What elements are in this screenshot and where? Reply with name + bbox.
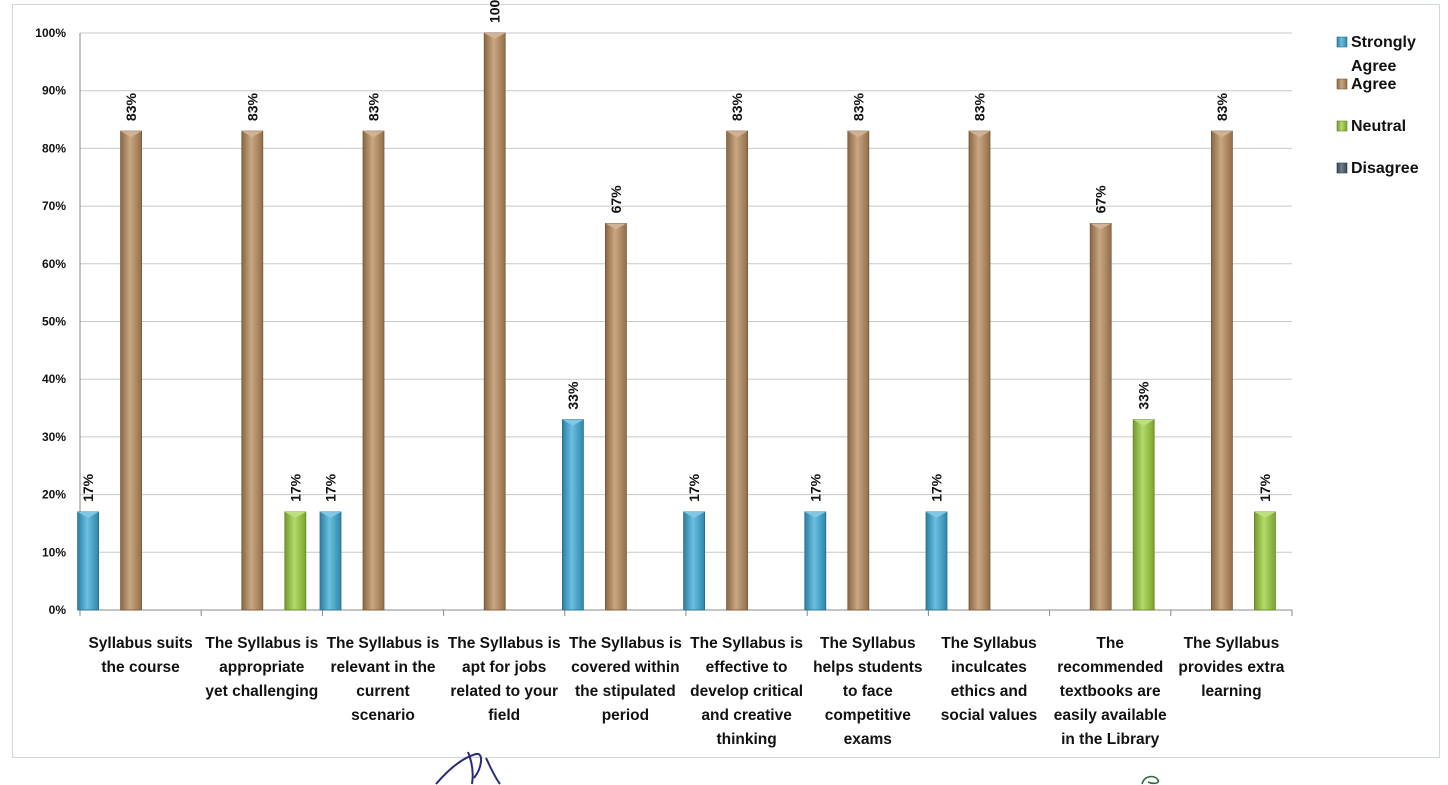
data-label: 33% bbox=[1136, 381, 1152, 410]
y-tick-label: 50% bbox=[42, 315, 66, 329]
y-tick-label: 40% bbox=[42, 372, 66, 386]
bar-cap bbox=[484, 33, 506, 39]
bar bbox=[77, 511, 99, 611]
bar-cap bbox=[120, 131, 142, 138]
bar bbox=[362, 130, 385, 611]
bar bbox=[1132, 419, 1155, 611]
data-label: 83% bbox=[1214, 93, 1230, 122]
data-label: 17% bbox=[686, 473, 702, 502]
y-tick-label: 60% bbox=[42, 257, 66, 271]
data-label: 17% bbox=[287, 473, 303, 502]
y-tick-label: 10% bbox=[42, 545, 66, 559]
bar bbox=[726, 130, 748, 611]
data-label: 17% bbox=[323, 473, 339, 502]
y-tick-label: 80% bbox=[42, 141, 66, 155]
bar-cap bbox=[847, 131, 869, 138]
category-label: The Syllabus is relevant in the current sce… bbox=[327, 635, 440, 724]
data-label: 17% bbox=[1257, 473, 1273, 502]
bar-cap bbox=[241, 131, 263, 138]
y-tick-label: 70% bbox=[42, 199, 66, 213]
data-label: 67% bbox=[608, 185, 624, 214]
y-tick-label: 0% bbox=[49, 603, 67, 617]
bar bbox=[1211, 130, 1233, 611]
bar bbox=[241, 130, 264, 611]
data-label: 83% bbox=[366, 93, 382, 122]
bar bbox=[1089, 223, 1112, 611]
signature-mark bbox=[1141, 775, 1160, 785]
bar-cap bbox=[683, 511, 705, 518]
bar-cap bbox=[77, 511, 99, 518]
category-label: The Syllabus is appropriate yet challengin… bbox=[205, 635, 318, 700]
data-label: 17% bbox=[807, 473, 823, 502]
legend-label: Strongly Agree bbox=[1351, 34, 1416, 75]
legend-label: Agree bbox=[1351, 76, 1396, 93]
data-label: 83% bbox=[244, 93, 260, 122]
y-tick-label: 30% bbox=[42, 430, 66, 444]
signature-mark bbox=[435, 751, 501, 785]
bar-cap bbox=[363, 131, 384, 138]
bar bbox=[120, 130, 142, 611]
bar-cap bbox=[605, 223, 627, 230]
bar bbox=[925, 511, 948, 611]
bar bbox=[683, 511, 705, 611]
category-label: The Syllabus is covered within the stipula… bbox=[569, 635, 682, 724]
bar-cap bbox=[804, 511, 826, 518]
category-label: The Syllabus is apt for jobs related to yo… bbox=[448, 635, 561, 724]
bar bbox=[1254, 511, 1276, 611]
category-label: Syllabus suits the course bbox=[88, 635, 192, 676]
data-label: 67% bbox=[1093, 185, 1109, 214]
bar-cap bbox=[284, 511, 306, 518]
y-tick-label: 20% bbox=[42, 488, 66, 502]
category-label: The Syllabus is effective to develop criti… bbox=[690, 635, 803, 748]
data-label: 17% bbox=[80, 473, 96, 502]
legend-swatch bbox=[1336, 78, 1348, 90]
legend-label: Neutral bbox=[1351, 118, 1406, 135]
legend-label: Disagree bbox=[1351, 160, 1419, 177]
category-label: The Syllabus inculcates ethics and social v… bbox=[941, 635, 1038, 724]
category-label: The recommended textbooks are easily availa… bbox=[1054, 635, 1167, 748]
data-label: 83% bbox=[972, 93, 988, 122]
bar-cap bbox=[926, 511, 947, 518]
category-label: The Syllabus provides extra learning bbox=[1178, 635, 1284, 700]
bar-cap bbox=[1090, 223, 1112, 230]
legend-swatch bbox=[1336, 120, 1348, 132]
bar-cap bbox=[1254, 511, 1276, 518]
legend-swatch bbox=[1336, 36, 1348, 48]
bar bbox=[847, 130, 870, 611]
bar bbox=[483, 32, 506, 611]
data-label: 83% bbox=[850, 93, 866, 122]
bar-cap bbox=[320, 511, 341, 518]
y-tick-label: 90% bbox=[42, 84, 66, 98]
data-label: 33% bbox=[565, 381, 581, 410]
bar-cap bbox=[562, 419, 584, 426]
bar bbox=[319, 511, 342, 611]
data-label: 100% bbox=[487, 0, 503, 23]
category-label: The Syllabus helps students to face competi… bbox=[813, 635, 922, 748]
bar bbox=[968, 130, 991, 611]
bar-cap bbox=[969, 131, 990, 138]
bar-cap bbox=[1133, 419, 1155, 426]
legend-swatch bbox=[1336, 162, 1348, 174]
data-label: 83% bbox=[123, 93, 139, 122]
data-label: 17% bbox=[929, 473, 945, 502]
bar bbox=[562, 419, 584, 611]
bar bbox=[284, 511, 307, 611]
bar-cap bbox=[1211, 131, 1233, 138]
y-tick-label: 100% bbox=[35, 26, 66, 40]
bar-cap bbox=[726, 131, 748, 138]
bar bbox=[605, 223, 627, 611]
data-label: 83% bbox=[729, 93, 745, 122]
bar bbox=[804, 511, 827, 611]
